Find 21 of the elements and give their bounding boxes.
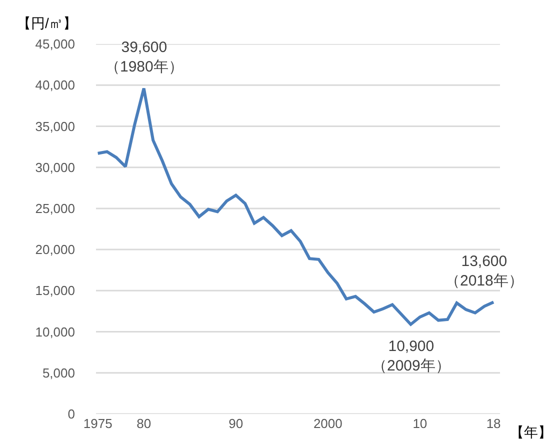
x-tick-label: 10 [412, 416, 428, 431]
x-tick-label: 1975 [83, 416, 112, 431]
y-tick-label: 45,000 [35, 36, 75, 52]
y-tick-label: 0 [68, 406, 75, 422]
x-tick-label: 2000 [313, 416, 342, 431]
annotation: 13,600 （2018年） [445, 253, 524, 290]
y-tick-label: 25,000 [35, 200, 75, 216]
x-axis-title: 【年】 [510, 424, 547, 440]
y-tick-label: 40,000 [35, 78, 75, 93]
x-tick-label: 90 [228, 416, 244, 431]
x-tick-label: 18 [486, 416, 501, 431]
y-tick-label: 10,000 [35, 324, 75, 340]
y-tick-label: 20,000 [35, 242, 75, 258]
y-tick-label: 35,000 [35, 118, 75, 134]
annotation: 10,900 （2009年） [372, 338, 450, 374]
y-axis-title: 【円/㎥】 [17, 15, 77, 31]
y-tick-label: 30,000 [35, 160, 75, 175]
y-tick-label: 15,000 [35, 283, 75, 298]
y-tick-label: 5,000 [42, 365, 75, 380]
annotation: 39,600 （1980年） [105, 39, 184, 76]
x-tick-label: 80 [136, 416, 152, 431]
